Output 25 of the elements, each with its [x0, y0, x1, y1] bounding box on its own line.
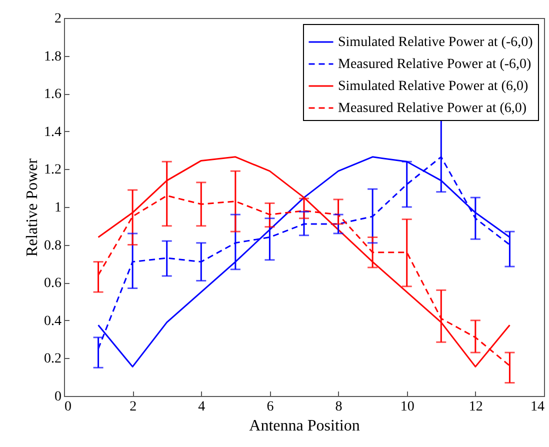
x-tick-label: 12 — [468, 400, 483, 414]
legend-label: Simulated Relative Power at (6,0) — [338, 79, 528, 94]
legend-label: Measured Relative Power at (-6,0) — [338, 57, 532, 72]
x-tick-label: 10 — [400, 400, 414, 414]
x-tick-label: 4 — [198, 400, 206, 414]
x-axis-title: Antenna Position — [249, 418, 360, 434]
x-tick-label: 6 — [266, 400, 274, 414]
y-tick-label: 1.4 — [44, 124, 62, 140]
y-tick-label: 1.6 — [44, 87, 62, 102]
y-axis-title: Relative Power — [24, 158, 41, 257]
y-tick-label: 1.8 — [44, 49, 62, 64]
x-tick-label: 2 — [130, 400, 137, 414]
y-tick-label: 1 — [54, 200, 62, 216]
legend-label: Simulated Relative Power at (-6,0) — [338, 35, 534, 50]
y-tick-label: 2 — [54, 12, 62, 26]
y-tick-label: 0.2 — [44, 352, 62, 367]
x-tick-label: 0 — [64, 400, 72, 414]
y-tick-label: 0 — [54, 390, 62, 404]
y-tick-label: 0.6 — [44, 276, 62, 292]
y-tick-label: 1.2 — [44, 162, 62, 178]
x-tick-label: 14 — [530, 400, 544, 414]
x-tick-label: 8 — [335, 400, 342, 414]
legend-label: Measured Relative Power at (6,0) — [338, 101, 527, 116]
y-tick-label: 0.4 — [44, 314, 62, 329]
y-tick-label: 0.8 — [44, 238, 62, 254]
